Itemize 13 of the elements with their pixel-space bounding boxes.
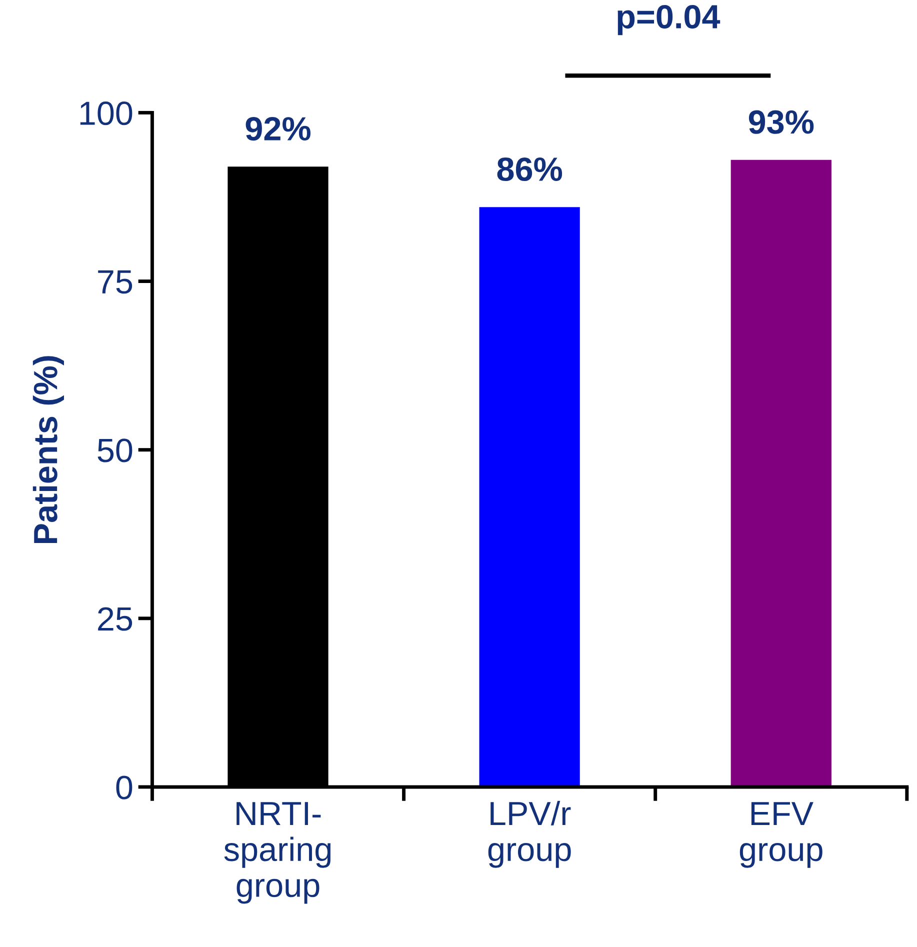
x-tick-label: EFV group — [740, 802, 822, 868]
y-tick-label: 25 — [98, 607, 132, 631]
x-tick-label: NRTI- sparing group — [224, 802, 331, 904]
y-tick-label: 100 — [80, 101, 132, 126]
x-tick-label: LPV/r group — [488, 800, 571, 868]
text: p=0.04 — [618, 4, 720, 36]
data-label: 86% — [497, 157, 562, 182]
y-tick-label: 75 — [98, 270, 132, 294]
y-tick-label: 0 — [116, 776, 132, 800]
y-axis-title: Patients (%) — [32, 356, 64, 543]
data-label: 93% — [748, 110, 814, 134]
y-tick-label: 50 — [98, 438, 132, 462]
data-label: 92% — [246, 116, 310, 141]
